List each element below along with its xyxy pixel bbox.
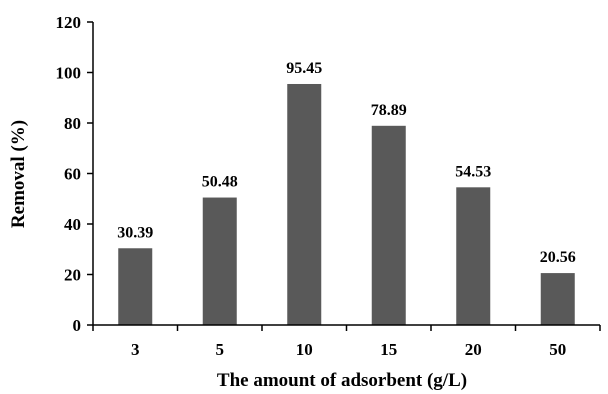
y-tick-label-100: 100 (56, 64, 82, 83)
data-label-3: 30.39 (117, 224, 153, 241)
x-tick-label-5: 5 (216, 340, 225, 359)
y-tick-label-40: 40 (64, 215, 81, 234)
data-label-50: 20.56 (540, 249, 576, 266)
bar-15 (371, 125, 406, 325)
x-tick-label-3: 3 (131, 340, 140, 359)
y-tick-label-20: 20 (64, 266, 81, 285)
y-axis-title: Removal (%) (8, 120, 29, 228)
y-tick-label-60: 60 (64, 165, 81, 184)
x-tick-label-10: 10 (296, 340, 313, 359)
bar-3 (118, 248, 153, 325)
x-axis-title: The amount of adsorbent (g/L) (217, 370, 467, 391)
data-label-20: 54.53 (455, 163, 491, 180)
bar-50 (540, 273, 575, 325)
plot-area: 30.39 3 50.48 5 95.45 10 78.89 15 54.53 20 20.56 50… (56, 13, 601, 359)
y-tick-label-120: 120 (56, 13, 82, 32)
bar-20 (456, 187, 491, 325)
x-tick-label-15: 15 (380, 340, 397, 359)
data-label-5: 50.48 (202, 174, 238, 191)
data-label-10: 95.45 (286, 60, 322, 77)
y-tick-label-0: 0 (73, 316, 82, 335)
y-tick-label-80: 80 (64, 114, 81, 133)
x-tick-label-20: 20 (465, 340, 482, 359)
bar-10 (287, 83, 322, 326)
bar-5 (202, 197, 237, 325)
x-tick-label-50: 50 (549, 340, 566, 359)
data-label-15: 78.89 (371, 102, 407, 119)
